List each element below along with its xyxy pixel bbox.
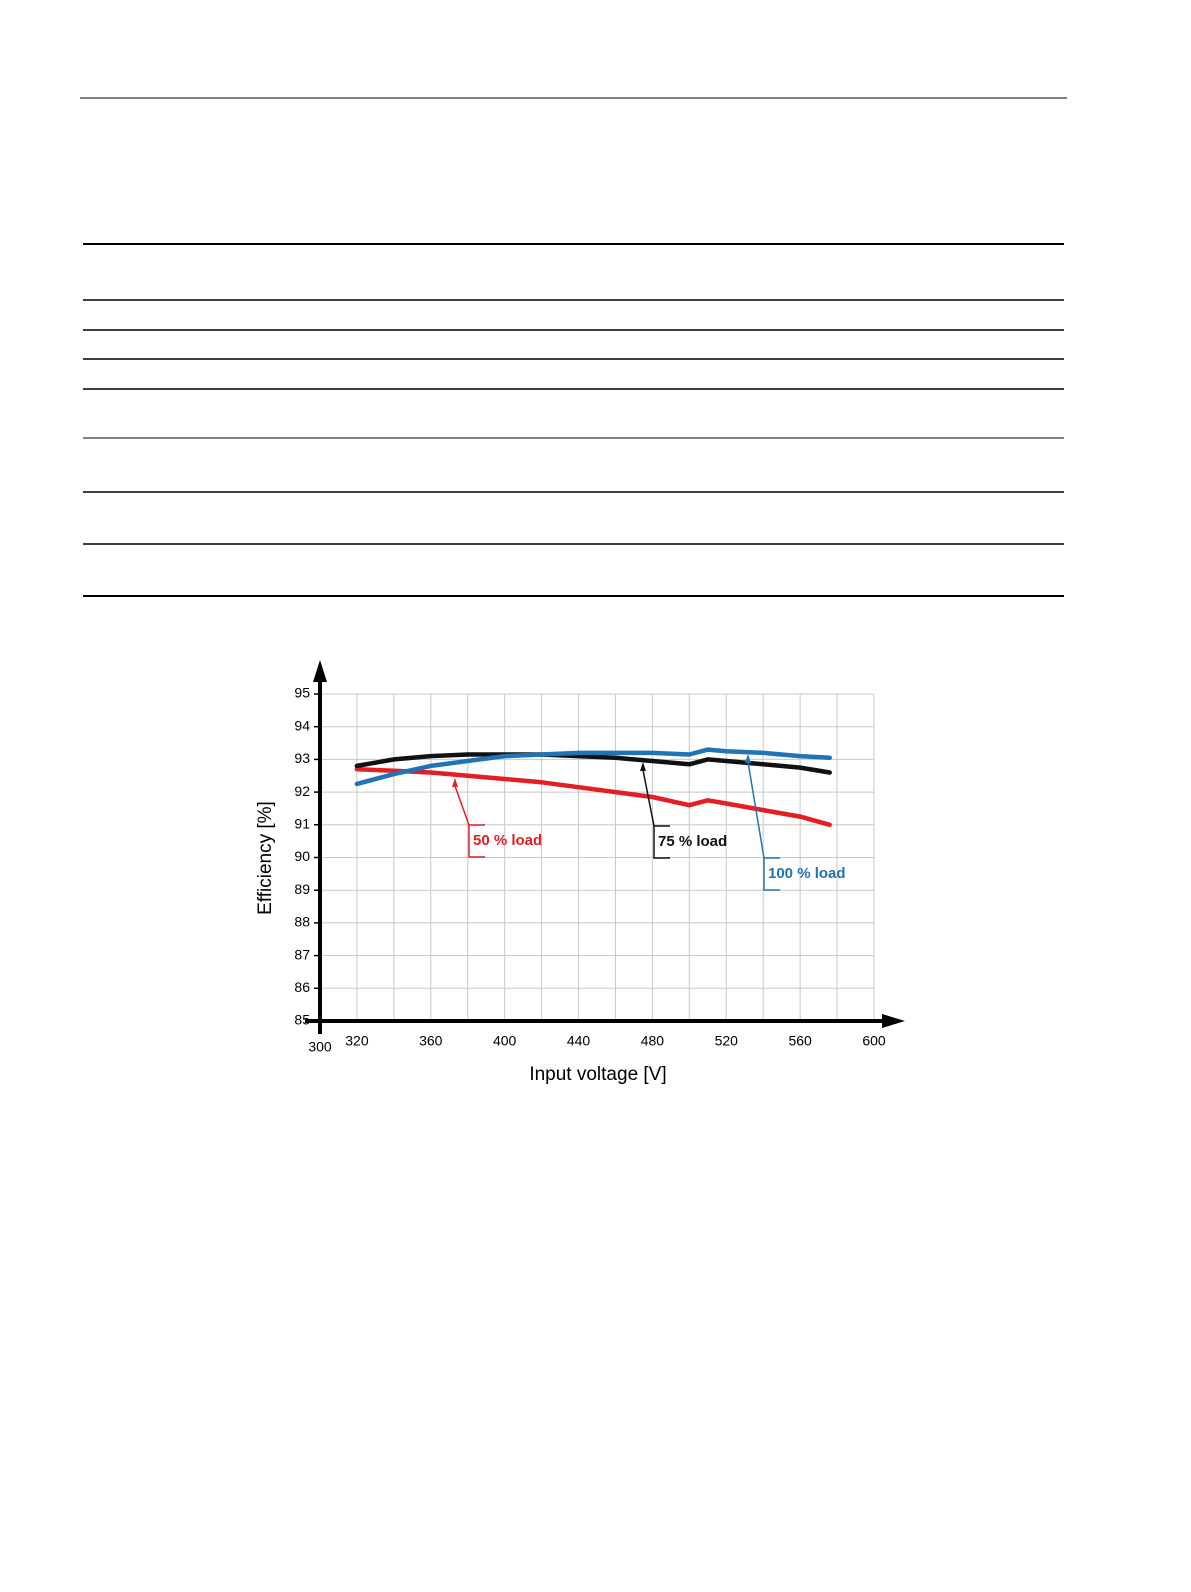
callout-leader [747, 761, 765, 859]
y-tick-label: 92 [294, 783, 310, 799]
y-tick-label: 91 [294, 816, 310, 832]
callout-leader [642, 769, 655, 827]
x-tick-label: 600 [862, 1033, 886, 1049]
series-line [354, 747, 832, 787]
chart: 85 86 87 88 89 90 91 92 93 94 95 300 320 360 400 440 480… [294, 660, 905, 1055]
callout-leader [454, 785, 470, 826]
y-tick-label: 89 [294, 881, 310, 897]
series-line [354, 752, 832, 775]
legend-label: 75 % load [658, 833, 727, 850]
callout-arrowhead [745, 754, 751, 763]
y-tick-label: 88 [294, 914, 310, 930]
callout-bracket [468, 824, 485, 858]
legend-label: 50 % load [473, 832, 542, 849]
y-tick-label: 95 [294, 685, 310, 701]
x-axis-arrow [882, 1014, 905, 1028]
y-tick-label: 86 [294, 979, 310, 995]
y-tick-label: 94 [294, 717, 310, 733]
x-tick-label: 440 [567, 1033, 591, 1049]
x-tick-label: 400 [493, 1033, 517, 1049]
y-axis-arrow [313, 660, 327, 682]
legend-label: 100 % load [768, 865, 846, 882]
y-axis-label: Efficiency [%] [255, 801, 276, 915]
x-tick-label: 360 [419, 1033, 443, 1049]
x-tick-label: 300 [308, 1039, 332, 1055]
callout-arrowhead [452, 778, 458, 787]
callout-arrowhead [640, 762, 646, 771]
x-tick-label: 560 [788, 1033, 812, 1049]
x-tick-label: 480 [641, 1033, 665, 1049]
callout-bracket [653, 825, 670, 859]
x-tick-label: 520 [715, 1033, 739, 1049]
y-tick-label: 85 [294, 1012, 310, 1028]
y-tick-label: 90 [294, 848, 310, 864]
y-tick-label: 87 [294, 946, 310, 962]
x-axis-label: Input voltage [V] [529, 1064, 666, 1085]
document-rules [80, 97, 1067, 597]
y-tick-label: 93 [294, 750, 310, 766]
callout-bracket [763, 857, 780, 891]
x-tick-label: 320 [345, 1033, 369, 1049]
series-line [354, 766, 832, 828]
